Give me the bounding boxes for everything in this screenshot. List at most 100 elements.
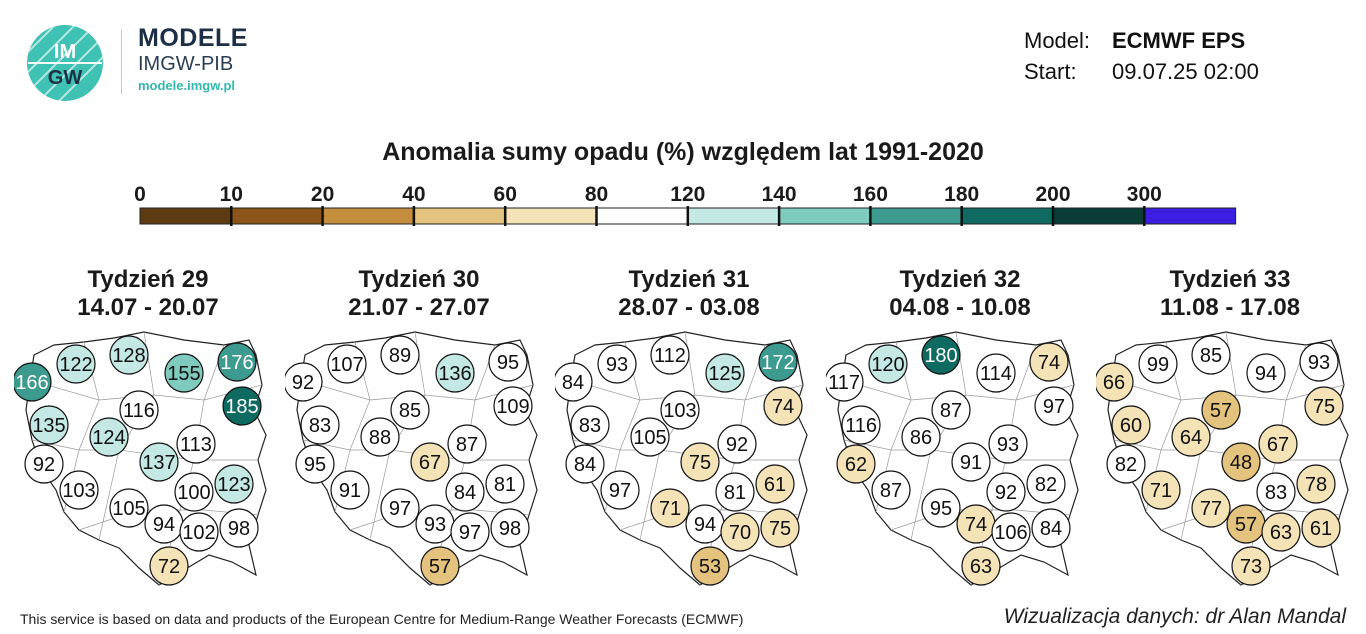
station-value: 176	[220, 352, 253, 374]
station-marker	[555, 362, 593, 402]
station-marker	[214, 464, 254, 504]
station-marker	[109, 335, 149, 375]
station-marker	[988, 424, 1028, 464]
station-value: 84	[454, 482, 476, 504]
station-value: 124	[92, 427, 125, 449]
station-value: 87	[456, 434, 478, 456]
logo-text-top: IM	[54, 41, 76, 63]
station-marker	[420, 546, 460, 586]
week-title: Tydzień 31	[628, 266, 750, 293]
station-value: 93	[997, 434, 1019, 456]
station-value: 61	[764, 474, 786, 496]
station-value: 71	[659, 498, 681, 520]
legend-tick-label: 140	[762, 183, 797, 206]
station-value: 99	[1147, 354, 1169, 376]
station-marker	[360, 417, 400, 457]
station-value: 62	[845, 454, 867, 476]
station-value: 117	[828, 372, 860, 394]
station-value: 128	[112, 345, 145, 367]
station-marker	[445, 472, 485, 512]
station-marker	[650, 488, 690, 528]
station-value: 106	[994, 522, 1027, 544]
station-marker	[1258, 424, 1298, 464]
legend-tick-label: 10	[220, 183, 243, 206]
week-title: Tydzień 33	[1169, 266, 1291, 293]
station-value: 61	[1310, 518, 1332, 540]
region-border	[300, 379, 534, 401]
station-marker	[219, 508, 259, 548]
station-value: 67	[1267, 434, 1289, 456]
station-marker	[1096, 362, 1134, 402]
week-map: 117 120 180 114 74 97 87 116 86 62 91 93 87 92 82 95 74 1…	[826, 331, 1079, 586]
station-value: 74	[1038, 352, 1060, 374]
station-value: 94	[694, 514, 716, 536]
start-info: Start: 09.07.25 02:00	[1024, 59, 1259, 85]
station-marker	[1106, 444, 1146, 484]
station-marker	[600, 470, 640, 510]
station-value: 102	[182, 522, 215, 544]
station-value: 74	[772, 396, 794, 418]
station-value: 95	[497, 352, 519, 374]
legend-bin	[1143, 207, 1237, 225]
station-value: 75	[1313, 396, 1335, 418]
station-marker	[1304, 386, 1344, 426]
station-marker	[961, 546, 1001, 586]
station-value: 123	[217, 474, 250, 496]
station-value: 84	[1040, 518, 1062, 540]
station-marker	[976, 353, 1016, 393]
station-value: 185	[225, 396, 258, 418]
legend-bin	[139, 207, 232, 225]
station-value: 92	[726, 434, 748, 456]
station-marker	[758, 342, 798, 382]
station-marker	[390, 390, 430, 430]
station-value: 67	[419, 452, 441, 474]
station-value: 136	[438, 363, 471, 385]
station-marker	[24, 444, 64, 484]
legend-bin	[504, 207, 598, 225]
station-marker	[570, 405, 610, 445]
station-value: 120	[871, 354, 904, 376]
station-marker	[841, 405, 881, 445]
brand-url[interactable]: modele.imgw.pl	[138, 78, 236, 93]
station-value: 166	[15, 372, 48, 394]
station-value: 85	[399, 400, 421, 422]
brand-name: MODELE	[138, 24, 248, 52]
station-marker	[380, 335, 420, 375]
station-value: 75	[689, 452, 711, 474]
station-marker	[29, 405, 69, 445]
station-marker	[59, 470, 99, 510]
week-dates: 14.07 - 20.07	[77, 294, 219, 321]
week-dates: 11.08 - 17.08	[1159, 294, 1301, 321]
week-map: 84 93 112 125 172 74 103 83 105 84 75 92 97 81 61 71 94 7…	[555, 331, 808, 586]
station-value: 78	[1305, 474, 1327, 496]
station-marker	[597, 344, 637, 384]
station-marker	[931, 390, 971, 430]
station-marker	[921, 335, 961, 375]
station-value: 97	[459, 522, 481, 544]
station-value: 60	[1120, 415, 1142, 437]
station-value: 95	[304, 454, 326, 476]
station-value: 85	[1200, 345, 1222, 367]
station-value: 77	[1200, 498, 1222, 520]
station-marker	[217, 342, 257, 382]
legend-bin	[596, 207, 689, 225]
station-value: 71	[1150, 480, 1172, 502]
station-marker	[1191, 335, 1231, 375]
station-marker	[410, 442, 450, 482]
station-value: 105	[633, 427, 666, 449]
station-value: 57	[1210, 400, 1232, 422]
week-dates: 21.07 - 27.07	[348, 294, 490, 321]
station-value: 103	[62, 480, 95, 502]
station-marker	[951, 442, 991, 482]
station-marker	[1301, 508, 1341, 548]
station-value: 107	[330, 354, 363, 376]
station-marker	[1141, 470, 1181, 510]
station-marker	[1191, 488, 1231, 528]
visualization-credit: Wizualizacja danych: dr Alan Mandal	[1003, 605, 1346, 628]
station-value: 87	[940, 400, 962, 422]
station-value: 97	[389, 498, 411, 520]
station-marker	[826, 362, 864, 402]
station-marker	[380, 488, 420, 528]
brand-subtitle: IMGW-PIB	[138, 53, 234, 75]
legend-bin	[961, 207, 1054, 225]
